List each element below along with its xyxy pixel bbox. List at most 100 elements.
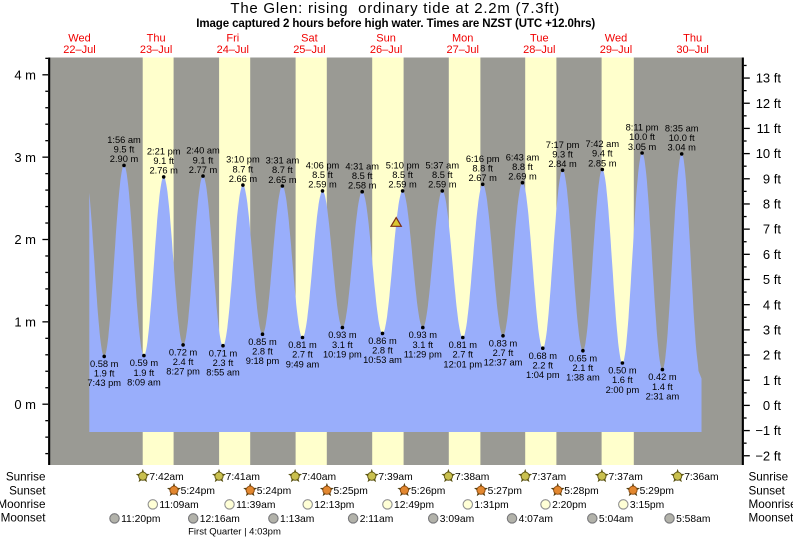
svg-text:5:28pm: 5:28pm xyxy=(564,486,598,497)
svg-text:2.8 ft: 2.8 ft xyxy=(252,346,273,356)
svg-text:0.42 m: 0.42 m xyxy=(648,372,677,382)
svg-text:2 ft: 2 ft xyxy=(763,348,781,363)
svg-text:2 m: 2 m xyxy=(14,232,36,247)
svg-text:1.4 ft: 1.4 ft xyxy=(652,382,673,392)
svg-text:0.83 m: 0.83 m xyxy=(489,338,518,348)
svg-text:2.1 ft: 2.1 ft xyxy=(573,363,594,373)
svg-text:0.68 m: 0.68 m xyxy=(529,351,558,361)
svg-text:10:19 pm: 10:19 pm xyxy=(323,349,362,359)
svg-text:3.1 ft: 3.1 ft xyxy=(332,340,353,350)
svg-text:11 ft: 11 ft xyxy=(757,121,782,136)
svg-text:9:49 am: 9:49 am xyxy=(286,359,320,369)
svg-text:1 m: 1 m xyxy=(14,315,36,330)
svg-text:7:39am: 7:39am xyxy=(378,472,412,483)
svg-text:5:04am: 5:04am xyxy=(599,514,633,525)
svg-text:3 m: 3 m xyxy=(14,150,36,165)
svg-text:7:17 pm: 7:17 pm xyxy=(546,140,580,150)
svg-text:11:20pm: 11:20pm xyxy=(121,514,160,525)
svg-text:9 ft: 9 ft xyxy=(763,171,781,186)
svg-text:5:24pm: 5:24pm xyxy=(257,486,291,497)
svg-text:8.5 ft: 8.5 ft xyxy=(392,170,413,180)
svg-text:10.0 ft: 10.0 ft xyxy=(669,133,695,143)
svg-text:2.90 m: 2.90 m xyxy=(110,154,139,164)
svg-text:1:38 am: 1:38 am xyxy=(566,373,600,383)
svg-text:7:43 pm: 7:43 pm xyxy=(87,378,121,388)
svg-text:Moonset: Moonset xyxy=(749,512,793,525)
svg-text:7:41am: 7:41am xyxy=(226,472,260,483)
svg-text:7:38am: 7:38am xyxy=(455,472,489,483)
svg-text:12:16am: 12:16am xyxy=(200,514,240,525)
svg-text:24–Jul: 24–Jul xyxy=(217,44,249,56)
svg-text:Tue: Tue xyxy=(530,33,549,45)
svg-text:Sunrise: Sunrise xyxy=(6,470,46,483)
svg-text:1.9 ft: 1.9 ft xyxy=(134,368,155,378)
svg-text:2:20pm: 2:20pm xyxy=(552,500,586,511)
svg-text:12 ft: 12 ft xyxy=(756,96,782,111)
svg-text:9.1 ft: 9.1 ft xyxy=(193,155,214,165)
svg-text:8:35 am: 8:35 am xyxy=(665,124,699,134)
svg-text:1:56 am: 1:56 am xyxy=(107,135,141,145)
svg-text:2.65 m: 2.65 m xyxy=(268,175,297,185)
svg-text:7 ft: 7 ft xyxy=(763,222,781,237)
svg-text:8.5 ft: 8.5 ft xyxy=(312,170,333,180)
svg-text:3.05 m: 3.05 m xyxy=(628,142,657,152)
svg-text:8.5 ft: 8.5 ft xyxy=(352,171,373,181)
svg-text:6:16 pm: 6:16 pm xyxy=(466,154,500,164)
svg-text:11:29 pm: 11:29 pm xyxy=(404,349,442,359)
svg-text:9.4 ft: 9.4 ft xyxy=(592,149,613,159)
svg-text:11:39am: 11:39am xyxy=(236,500,275,511)
svg-text:5:37 am: 5:37 am xyxy=(426,161,460,171)
svg-text:2.85 m: 2.85 m xyxy=(588,158,617,168)
svg-text:2:40 am: 2:40 am xyxy=(186,146,220,156)
svg-text:0.85 m: 0.85 m xyxy=(248,337,277,347)
svg-text:7:40am: 7:40am xyxy=(302,472,336,483)
svg-text:12:01 pm: 12:01 pm xyxy=(443,359,482,369)
svg-text:2:00 pm: 2:00 pm xyxy=(606,385,640,395)
svg-text:−1 ft: −1 ft xyxy=(755,423,781,438)
svg-text:8.7 ft: 8.7 ft xyxy=(272,165,293,175)
svg-text:12:37 am: 12:37 am xyxy=(484,358,523,368)
svg-text:Thu: Thu xyxy=(683,33,702,45)
svg-text:27–Jul: 27–Jul xyxy=(446,44,478,56)
svg-text:0 m: 0 m xyxy=(14,397,36,412)
svg-text:0 ft: 0 ft xyxy=(763,398,781,413)
svg-text:2.59 m: 2.59 m xyxy=(308,180,337,190)
svg-text:5:58am: 5:58am xyxy=(676,514,710,525)
svg-text:Sunrise: Sunrise xyxy=(749,470,789,483)
svg-text:5:24pm: 5:24pm xyxy=(181,486,215,497)
svg-text:3:09am: 3:09am xyxy=(440,514,474,525)
svg-text:3:31 am: 3:31 am xyxy=(266,156,300,166)
svg-text:3.1 ft: 3.1 ft xyxy=(412,340,433,350)
svg-text:28–Jul: 28–Jul xyxy=(523,44,555,56)
svg-text:8:27 pm: 8:27 pm xyxy=(166,367,200,377)
svg-text:Image captured 2 hours before: Image captured 2 hours before high water… xyxy=(196,18,595,30)
svg-text:4 m: 4 m xyxy=(14,67,36,82)
svg-text:0.93 m: 0.93 m xyxy=(328,330,357,340)
svg-text:4:31 am: 4:31 am xyxy=(345,161,379,171)
svg-text:4:06 pm: 4:06 pm xyxy=(306,161,340,171)
svg-text:2.59 m: 2.59 m xyxy=(428,180,457,190)
svg-text:2.2 ft: 2.2 ft xyxy=(532,360,553,370)
svg-text:10 ft: 10 ft xyxy=(756,146,782,161)
svg-text:9.1 ft: 9.1 ft xyxy=(153,156,174,166)
svg-text:1:13am: 1:13am xyxy=(280,514,314,525)
svg-text:8 ft: 8 ft xyxy=(763,197,781,212)
svg-text:8.5 ft: 8.5 ft xyxy=(432,170,453,180)
svg-text:2.66 m: 2.66 m xyxy=(229,174,258,184)
svg-text:2.8 ft: 2.8 ft xyxy=(372,346,393,356)
svg-text:Sun: Sun xyxy=(376,33,396,45)
svg-text:Moonrise: Moonrise xyxy=(0,498,46,511)
svg-text:12:13pm: 12:13pm xyxy=(314,500,354,511)
svg-text:0.81 m: 0.81 m xyxy=(449,340,478,350)
svg-text:4 ft: 4 ft xyxy=(763,297,781,312)
svg-text:Fri: Fri xyxy=(226,33,239,45)
svg-text:7:37am: 7:37am xyxy=(609,472,643,483)
svg-text:6:43 am: 6:43 am xyxy=(506,152,540,162)
svg-text:2:21 pm: 2:21 pm xyxy=(147,147,181,157)
svg-text:5:25pm: 5:25pm xyxy=(334,486,368,497)
svg-text:9:18 pm: 9:18 pm xyxy=(246,356,280,366)
svg-text:7:36am: 7:36am xyxy=(684,472,718,483)
svg-text:Thu: Thu xyxy=(147,33,166,45)
svg-text:Wed: Wed xyxy=(605,33,627,45)
svg-text:Sunset: Sunset xyxy=(749,484,786,497)
